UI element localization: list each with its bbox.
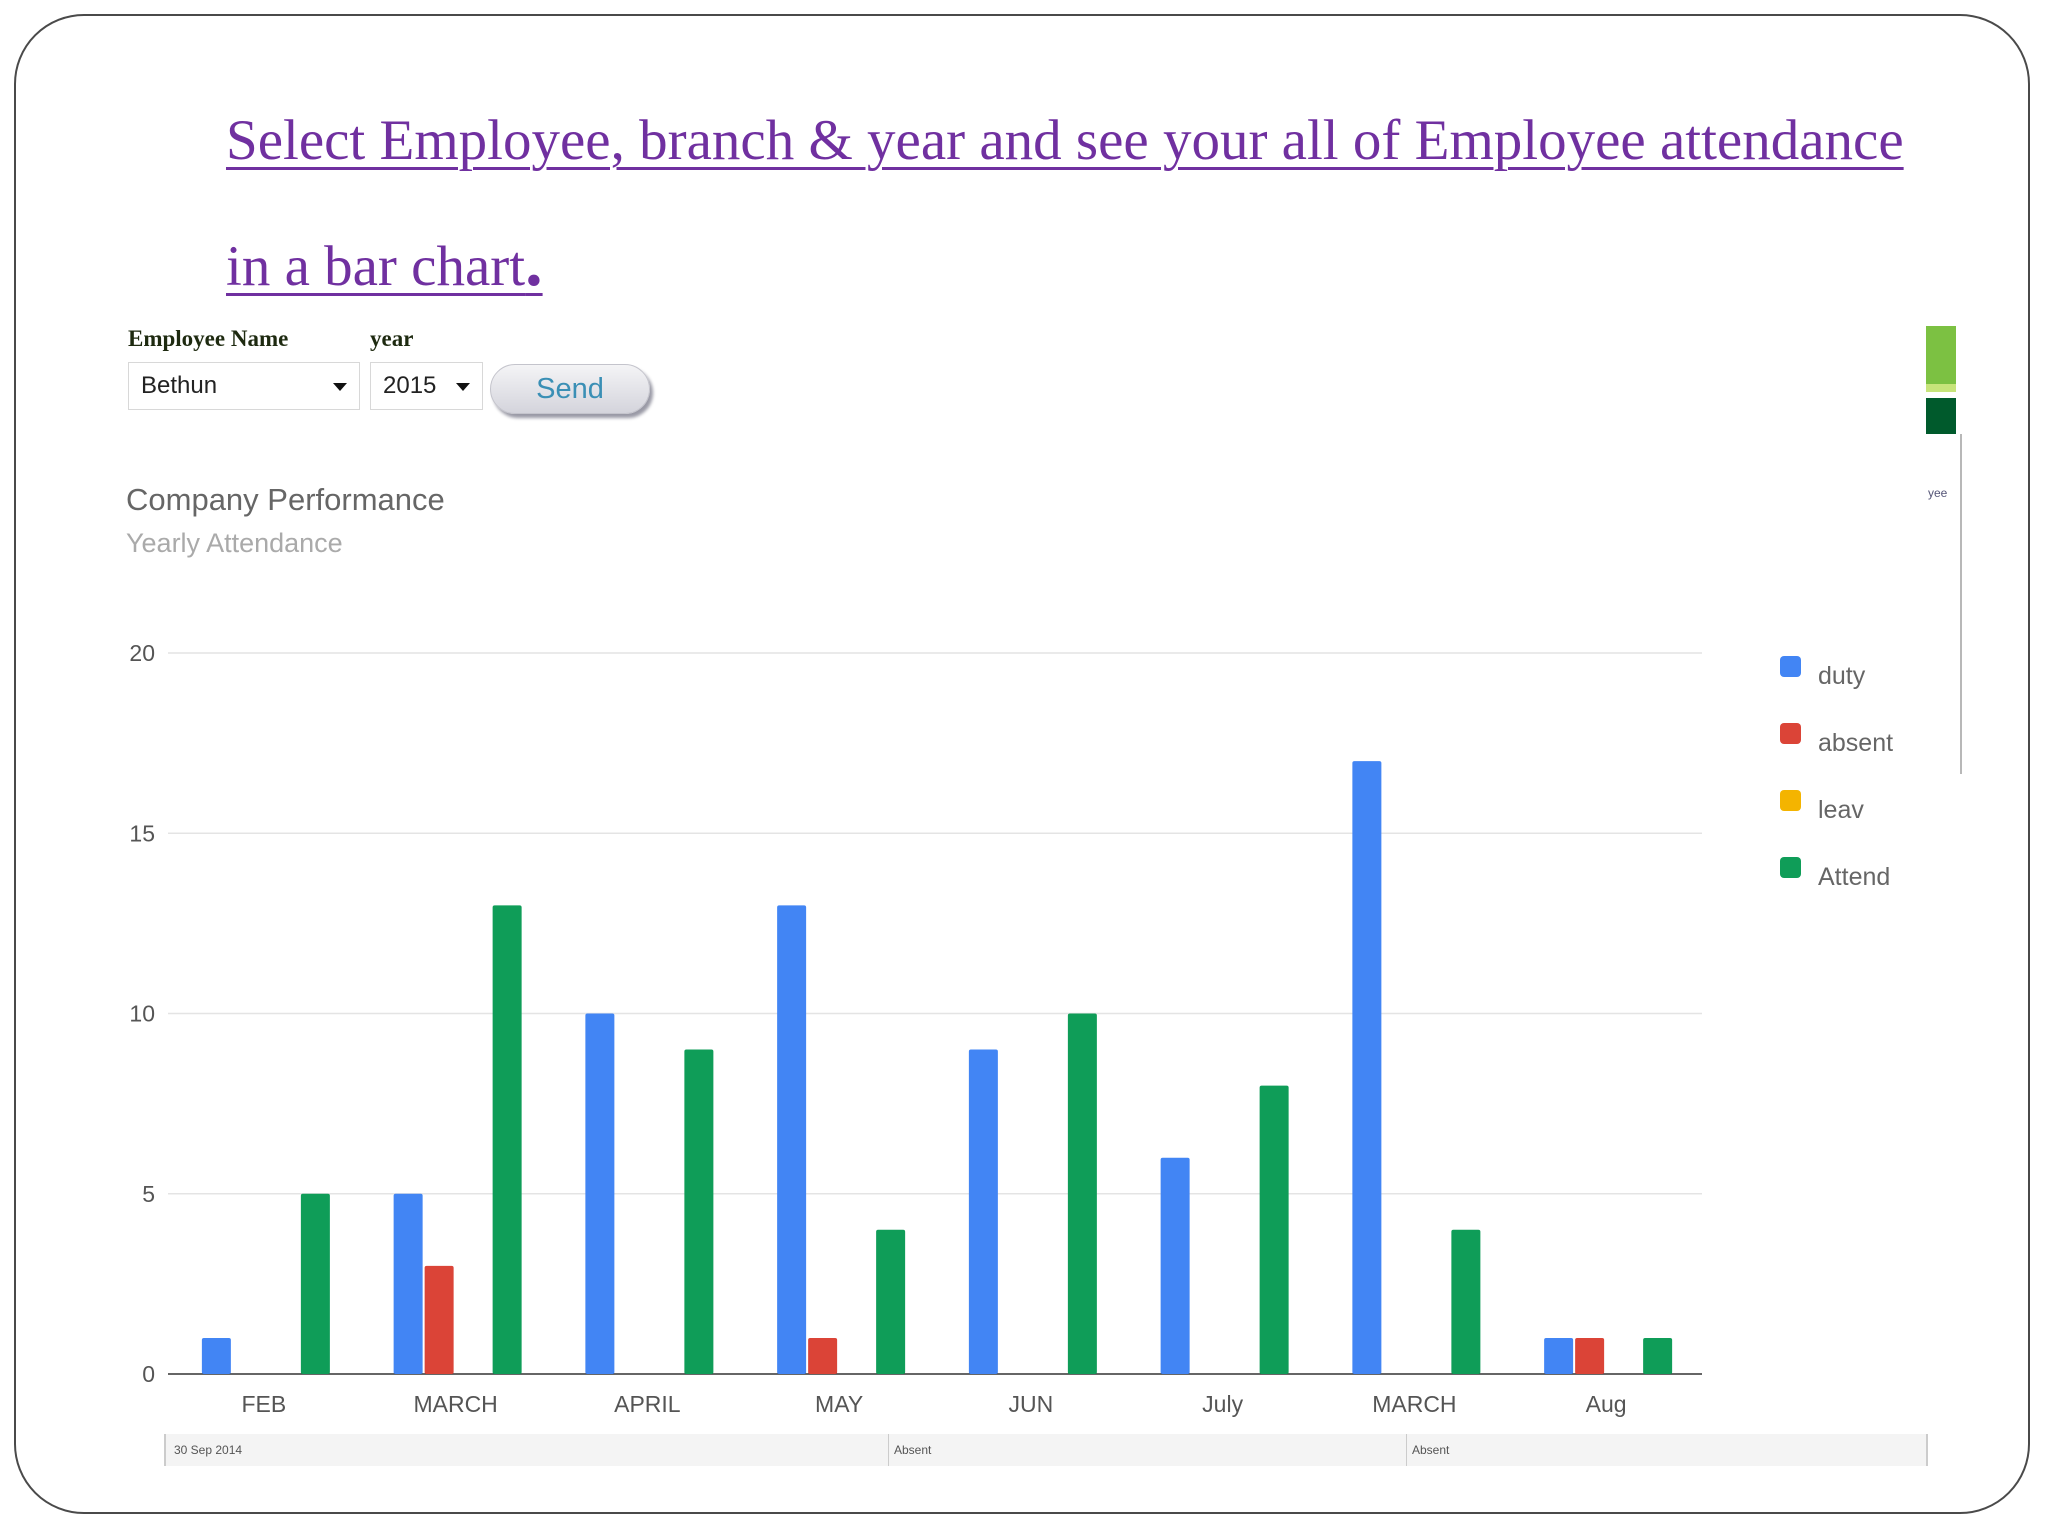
- chart-subtitle: Yearly Attendance: [126, 528, 343, 558]
- page-heading[interactable]: Select Employee, branch & year and see y…: [226, 80, 1926, 328]
- year-label: year: [370, 326, 414, 351]
- year-select-value: 2015: [383, 372, 437, 399]
- strip-block-lime: [1926, 384, 1956, 392]
- send-button[interactable]: Send: [490, 364, 650, 414]
- timeline-divider: [888, 1434, 889, 1466]
- heading-period: .: [525, 224, 543, 301]
- employee-select-value: Bethun: [141, 372, 218, 399]
- slide-frame: [14, 14, 2030, 1514]
- strip-block-dark-green: [1926, 398, 1956, 434]
- strip-scrollbar[interactable]: [1960, 434, 1962, 774]
- timeline-divider: [1406, 1434, 1407, 1466]
- strip-text: yee: [1928, 486, 1948, 500]
- timeline-end-label: Absent: [1412, 1443, 1450, 1457]
- side-panel-strip: yee: [1926, 326, 1962, 776]
- chart-title: Company Performance: [126, 482, 445, 517]
- year-select[interactable]: 2015: [370, 362, 483, 410]
- employee-select[interactable]: Bethun: [128, 362, 360, 410]
- timeline-range-bar[interactable]: 30 Sep 2014 Absent Absent: [164, 1434, 1928, 1466]
- chevron-down-icon: [456, 383, 470, 391]
- heading-line-2: in a bar chart: [226, 235, 526, 298]
- chevron-down-icon: [333, 383, 347, 391]
- timeline-start-label: 30 Sep 2014: [174, 1443, 243, 1457]
- strip-block-green: [1926, 326, 1956, 384]
- heading-line-1: Select Employee, branch & year and see y…: [226, 109, 1904, 172]
- timeline-mid-label: Absent: [894, 1443, 932, 1457]
- employee-name-label: Employee Name: [128, 326, 289, 351]
